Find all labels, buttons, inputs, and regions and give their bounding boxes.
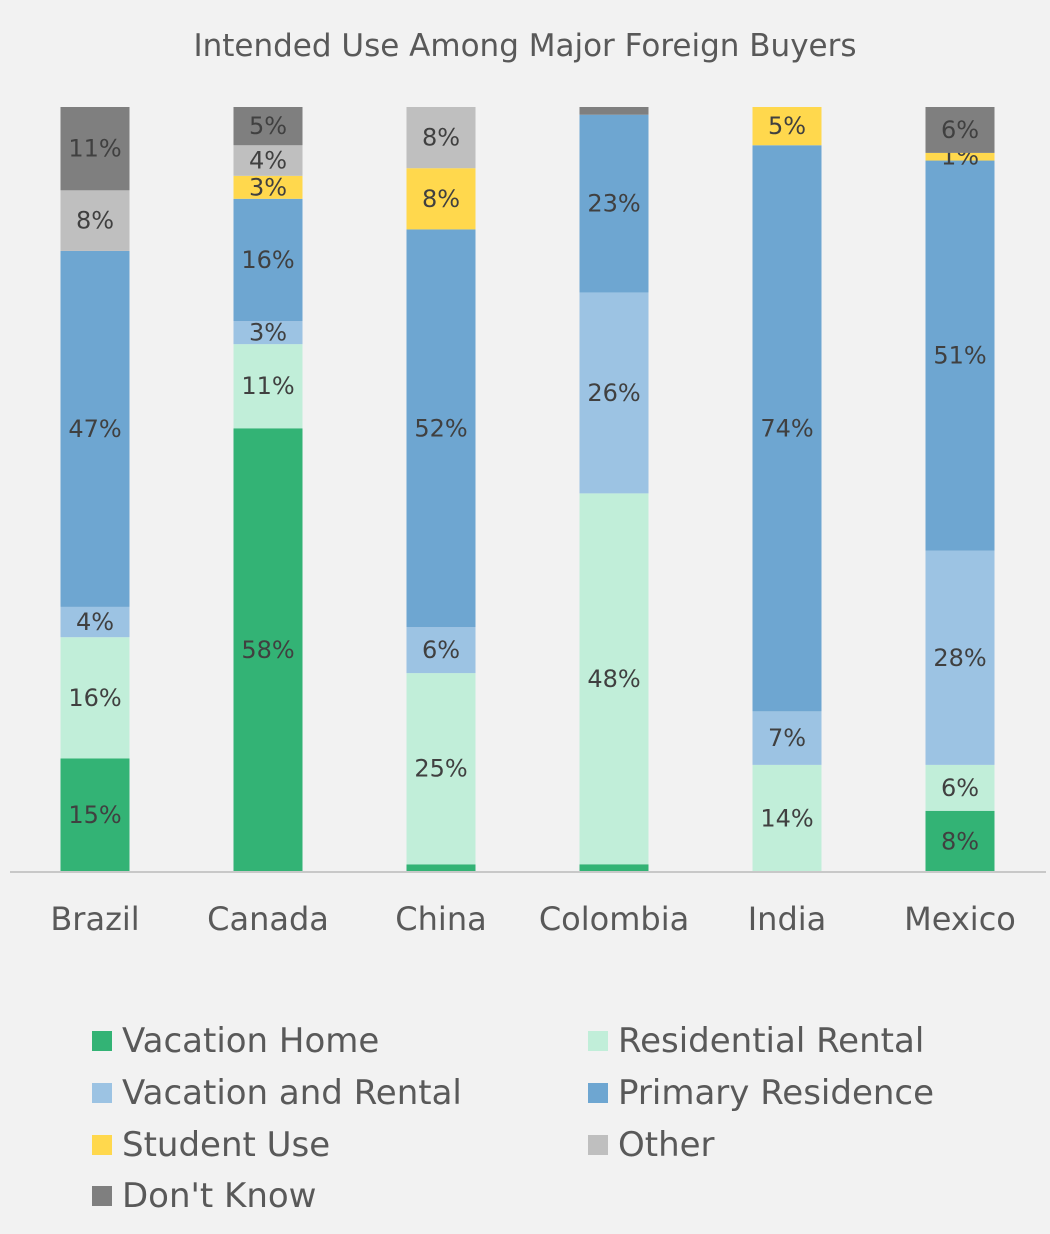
bar-mexico-vacation-home <box>925 810 995 872</box>
data-label-colombia-vacation-and-rental: 26% <box>587 379 640 407</box>
bar-brazil-vacation-and-rental <box>60 606 130 638</box>
data-label-brazil-residential-rental: 16% <box>68 684 121 712</box>
legend-item-other: Other <box>588 1125 715 1165</box>
bar-colombia-vacation-home <box>579 864 649 872</box>
data-label-brazil-primary-residence: 47% <box>68 415 121 443</box>
data-label-colombia-primary-residence: 23% <box>587 190 640 218</box>
bar-canada-other <box>233 145 303 176</box>
data-label-brazil-don-t-know: 11% <box>68 135 121 163</box>
bar-india-vacation-and-rental <box>752 711 822 765</box>
bar-mexico-residential-rental <box>925 764 995 811</box>
bar-brazil-other <box>60 190 130 251</box>
data-label-india-student-use: 5% <box>768 112 806 140</box>
legend-swatch-vacation-home <box>92 1031 112 1051</box>
bar-china-primary-residence <box>406 229 476 628</box>
bar-china-other <box>406 107 476 169</box>
data-label-india-vacation-and-rental: 7% <box>768 724 806 752</box>
legend-label-don-t-know: Don't Know <box>122 1176 316 1216</box>
bar-canada-vacation-home <box>233 428 303 872</box>
data-label-china-primary-residence: 52% <box>414 414 467 442</box>
bar-brazil-primary-residence <box>60 250 130 607</box>
bar-mexico-student-use <box>925 152 995 161</box>
data-label-china-other: 8% <box>422 124 460 152</box>
legend-swatch-residential-rental <box>588 1031 608 1051</box>
x-tick-label-brazil: Brazil <box>50 900 139 938</box>
data-label-brazil-vacation-and-rental: 4% <box>76 608 114 636</box>
bar-colombia-don-t-know <box>579 107 649 115</box>
legend-label-primary-residence: Primary Residence <box>618 1073 934 1113</box>
bar-brazil-residential-rental <box>60 637 130 759</box>
bar-colombia-residential-rental <box>579 493 649 865</box>
data-label-china-residential-rental: 25% <box>414 755 467 783</box>
bar-mexico-vacation-and-rental <box>925 550 995 765</box>
bar-mexico-don-t-know <box>925 107 995 153</box>
data-label-china-vacation-and-rental: 6% <box>422 636 460 664</box>
data-label-canada-other: 4% <box>249 147 287 175</box>
legend-label-residential-rental: Residential Rental <box>618 1021 924 1061</box>
data-label-brazil-vacation-home: 15% <box>68 801 121 829</box>
legend-swatch-student-use <box>92 1135 112 1155</box>
legend-label-other: Other <box>618 1125 715 1165</box>
bar-india-student-use <box>752 107 822 146</box>
x-tick-label-china: China <box>395 900 486 938</box>
bar-brazil-don-t-know <box>60 107 130 191</box>
bar-china-vacation-and-rental <box>406 627 476 674</box>
legend-item-student-use: Student Use <box>92 1125 330 1165</box>
data-label-india-residential-rental: 14% <box>760 804 813 832</box>
legend-item-residential-rental: Residential Rental <box>588 1021 924 1061</box>
chart-title: Intended Use Among Major Foreign Buyers <box>193 28 857 64</box>
legend-label-vacation-and-rental: Vacation and Rental <box>122 1073 462 1113</box>
data-label-mexico-vacation-home: 8% <box>941 827 979 855</box>
bar-canada-primary-residence <box>233 198 303 322</box>
bar-colombia-vacation-and-rental <box>579 292 649 494</box>
bar-canada-don-t-know <box>233 107 303 146</box>
data-label-canada-vacation-home: 58% <box>241 636 294 664</box>
legend-swatch-other <box>588 1135 608 1155</box>
bar-china-student-use <box>406 168 476 230</box>
x-tick-label-india: India <box>748 900 827 938</box>
bar-canada-residential-rental <box>233 344 303 429</box>
legend-item-vacation-and-rental: Vacation and Rental <box>92 1073 462 1113</box>
x-tick-label-canada: Canada <box>207 900 329 938</box>
data-label-india-primary-residence: 74% <box>760 414 813 442</box>
bar-china-residential-rental <box>406 673 476 865</box>
data-label-canada-residential-rental: 11% <box>241 372 294 400</box>
data-label-mexico-primary-residence: 51% <box>933 342 986 370</box>
category-labels: Brazil Canada China Colombia India Mexico <box>50 900 1016 938</box>
bars-layer: 15%16%4%47%8%11%58%11%3%16%3%4%5%25%6%52… <box>60 107 995 872</box>
bar-colombia-primary-residence <box>579 114 649 293</box>
data-label-mexico-vacation-and-rental: 28% <box>933 644 986 672</box>
bar-china-vacation-home <box>406 864 476 872</box>
data-label-china-student-use: 8% <box>422 185 460 213</box>
legend-label-student-use: Student Use <box>122 1125 330 1165</box>
data-label-brazil-other: 8% <box>76 207 114 235</box>
legend-swatch-vacation-and-rental <box>92 1083 112 1103</box>
data-label-mexico-don-t-know: 6% <box>941 116 979 144</box>
data-label-colombia-residential-rental: 48% <box>587 665 640 693</box>
legend: Vacation Home Residential Rental Vacation … <box>92 1021 934 1216</box>
bar-india-primary-residence <box>752 145 822 712</box>
bar-mexico-primary-residence <box>925 160 995 551</box>
bar-canada-vacation-and-rental <box>233 321 303 345</box>
legend-label-vacation-home: Vacation Home <box>122 1021 379 1061</box>
x-tick-label-mexico: Mexico <box>904 900 1016 938</box>
bar-brazil-vacation-home <box>60 758 130 872</box>
bar-india-residential-rental <box>752 764 822 872</box>
data-label-mexico-residential-rental: 6% <box>941 774 979 802</box>
legend-swatch-primary-residence <box>588 1083 608 1103</box>
legend-swatch-don-t-know <box>92 1186 112 1206</box>
legend-item-primary-residence: Primary Residence <box>588 1073 934 1113</box>
data-label-canada-student-use: 3% <box>249 173 287 201</box>
data-label-canada-primary-residence: 16% <box>241 246 294 274</box>
data-label-canada-don-t-know: 5% <box>249 112 287 140</box>
legend-item-vacation-home: Vacation Home <box>92 1021 379 1061</box>
data-label-canada-vacation-and-rental: 3% <box>249 319 287 347</box>
x-tick-label-colombia: Colombia <box>539 900 689 938</box>
legend-item-don-t-know: Don't Know <box>92 1176 316 1216</box>
bar-canada-student-use <box>233 175 303 199</box>
